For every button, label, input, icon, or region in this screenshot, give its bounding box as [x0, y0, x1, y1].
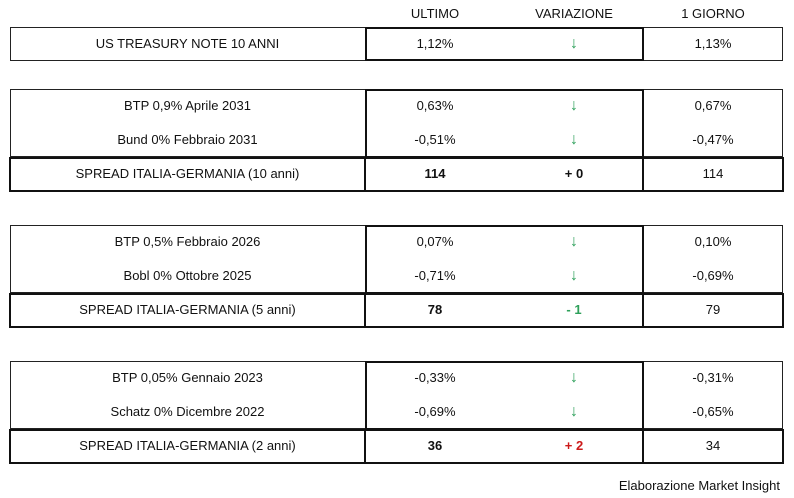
arrow-down-icon: ↓ — [570, 369, 578, 386]
spread-ultimo: 114 — [424, 166, 446, 181]
arrow-down-icon: ↓ — [570, 131, 578, 148]
header-ultimo: ULTIMO — [410, 6, 460, 21]
spread-giorno: 114 — [702, 166, 724, 181]
ultimo-value: 1,12% — [416, 36, 454, 51]
divider — [364, 429, 366, 464]
bond-name: BTP 0,5% Febbraio 2026 — [114, 234, 261, 249]
arrow-down-icon: ↓ — [570, 35, 578, 52]
spread-giorno: 79 — [705, 302, 721, 317]
divider — [642, 429, 644, 464]
spread-row-box — [9, 157, 784, 192]
giorno-value: 0,10% — [694, 234, 732, 249]
giorno-value: -0,69% — [692, 268, 734, 283]
bond-name: Bobl 0% Ottobre 2025 — [123, 268, 252, 283]
spread-ultimo: 36 — [427, 438, 443, 453]
spread-label: SPREAD ITALIA-GERMANIA (10 anni) — [75, 166, 300, 181]
spread-label: SPREAD ITALIA-GERMANIA (2 anni) — [79, 438, 296, 453]
spread-row-box — [9, 293, 784, 328]
bond-name: Schatz 0% Dicembre 2022 — [110, 404, 265, 419]
ultimo-value: -0,71% — [414, 268, 456, 283]
source-note: Elaborazione Market Insight — [618, 478, 780, 493]
spread-variazione: - 1 — [566, 302, 582, 317]
bond-name: BTP 0,9% Aprile 2031 — [124, 98, 251, 113]
spread-giorno: 34 — [705, 438, 721, 453]
arrow-down-icon: ↓ — [570, 97, 578, 114]
bond-name: BTP 0,05% Gennaio 2023 — [112, 370, 263, 385]
ultimo-value: -0,33% — [414, 370, 456, 385]
header-variazione: VARIAZIONE — [535, 6, 613, 21]
giorno-value: 0,67% — [694, 98, 732, 113]
arrow-down-icon: ↓ — [570, 267, 578, 284]
value-column-box — [365, 27, 644, 61]
bond-name: US TREASURY NOTE 10 ANNI — [95, 36, 280, 51]
ultimo-value: -0,69% — [414, 404, 456, 419]
divider — [364, 293, 366, 328]
giorno-value: -0,31% — [692, 370, 734, 385]
ultimo-value: -0,51% — [414, 132, 456, 147]
spread-ultimo: 78 — [427, 302, 443, 317]
spread-label: SPREAD ITALIA-GERMANIA (5 anni) — [79, 302, 296, 317]
arrow-down-icon: ↓ — [570, 403, 578, 420]
ultimo-value: 0,07% — [416, 234, 454, 249]
arrow-down-icon: ↓ — [570, 233, 578, 250]
spread-variazione: + 2 — [564, 438, 584, 453]
divider — [642, 293, 644, 328]
spread-variazione: + 0 — [564, 166, 584, 181]
giorno-value: 1,13% — [694, 36, 732, 51]
bond-name: Bund 0% Febbraio 2031 — [117, 132, 258, 147]
divider — [364, 157, 366, 192]
spread-row-box — [9, 429, 784, 464]
giorno-value: -0,65% — [692, 404, 734, 419]
giorno-value: -0,47% — [692, 132, 734, 147]
divider — [642, 157, 644, 192]
ultimo-value: 0,63% — [416, 98, 454, 113]
header-1-giorno: 1 GIORNO — [681, 6, 745, 21]
